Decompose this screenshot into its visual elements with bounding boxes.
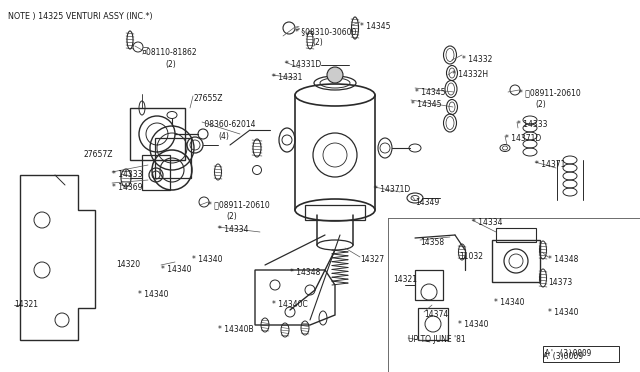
- Text: * 14345: * 14345: [360, 22, 390, 31]
- Text: * 14334: * 14334: [218, 225, 248, 234]
- Text: 14374: 14374: [424, 310, 448, 319]
- Text: * 14331D: * 14331D: [285, 60, 321, 69]
- Bar: [305, 205, 365, 220]
- Text: ¤08110-81862: ¤08110-81862: [142, 48, 198, 57]
- Text: * 14340: * 14340: [458, 320, 488, 329]
- Text: 14321: 14321: [14, 300, 38, 309]
- Bar: [415, 270, 443, 300]
- Text: S: S: [296, 26, 300, 31]
- Bar: [492, 240, 540, 282]
- Text: 14373: 14373: [548, 278, 572, 287]
- Text: * 14340: * 14340: [494, 298, 525, 307]
- Text: * 14334: * 14334: [472, 218, 502, 227]
- Text: 14327: 14327: [360, 255, 384, 264]
- Text: (4): (4): [218, 132, 229, 141]
- Text: * 14332H: * 14332H: [452, 70, 488, 79]
- Text: A' (3)0009: A' (3)0009: [543, 352, 583, 361]
- Text: * ⓝ08911-20610: * ⓝ08911-20610: [519, 88, 580, 97]
- Text: NOTE ) 14325 VENTURI ASSY (INC.*): NOTE ) 14325 VENTURI ASSY (INC.*): [8, 12, 152, 21]
- Text: * 14340: * 14340: [161, 265, 191, 274]
- Text: (2): (2): [535, 100, 546, 109]
- Text: 14321: 14321: [393, 275, 417, 284]
- Text: 11032: 11032: [459, 252, 483, 261]
- Text: 14358: 14358: [420, 238, 444, 247]
- Bar: [496, 228, 536, 242]
- Text: * 14348: * 14348: [290, 268, 321, 277]
- Text: * 14333: * 14333: [112, 170, 143, 179]
- Circle shape: [327, 67, 343, 83]
- Text: * §08310-30600: * §08310-30600: [295, 27, 356, 36]
- Text: 14349: 14349: [415, 198, 439, 207]
- Text: * 14345: * 14345: [415, 88, 445, 97]
- Text: * 14340: * 14340: [192, 255, 223, 264]
- Text: (2): (2): [165, 60, 176, 69]
- Text: 08360-62014: 08360-62014: [202, 120, 255, 129]
- Bar: [543, 346, 619, 362]
- Text: * 14333: * 14333: [517, 120, 547, 129]
- Text: * 14331: * 14331: [272, 73, 302, 82]
- Text: * 14348: * 14348: [548, 255, 579, 264]
- Text: (2): (2): [226, 212, 237, 221]
- Text: UP TO JUNE '81: UP TO JUNE '81: [408, 335, 466, 344]
- Text: * 14340: * 14340: [138, 290, 168, 299]
- Text: * 14332: * 14332: [462, 55, 492, 64]
- Text: A' (3)0009: A' (3)0009: [545, 349, 591, 358]
- Text: * 14340C: * 14340C: [272, 300, 308, 309]
- Text: * 14369: * 14369: [112, 183, 143, 192]
- Bar: [130, 108, 185, 160]
- Text: * 14371D: * 14371D: [505, 134, 541, 143]
- Text: * 14371D: * 14371D: [374, 185, 410, 194]
- Bar: [155, 138, 191, 178]
- Text: (2): (2): [312, 38, 323, 47]
- Text: * 14340B: * 14340B: [218, 325, 253, 334]
- Bar: [142, 155, 170, 190]
- Text: 27657Z: 27657Z: [83, 150, 113, 159]
- Text: 14320: 14320: [116, 260, 140, 269]
- Text: * 14345: * 14345: [411, 100, 442, 109]
- Text: * ⓝ08911-20610: * ⓝ08911-20610: [208, 200, 269, 209]
- Text: * 14371: * 14371: [535, 160, 565, 169]
- Text: * 14340: * 14340: [548, 308, 579, 317]
- Text: 27655Z: 27655Z: [193, 94, 223, 103]
